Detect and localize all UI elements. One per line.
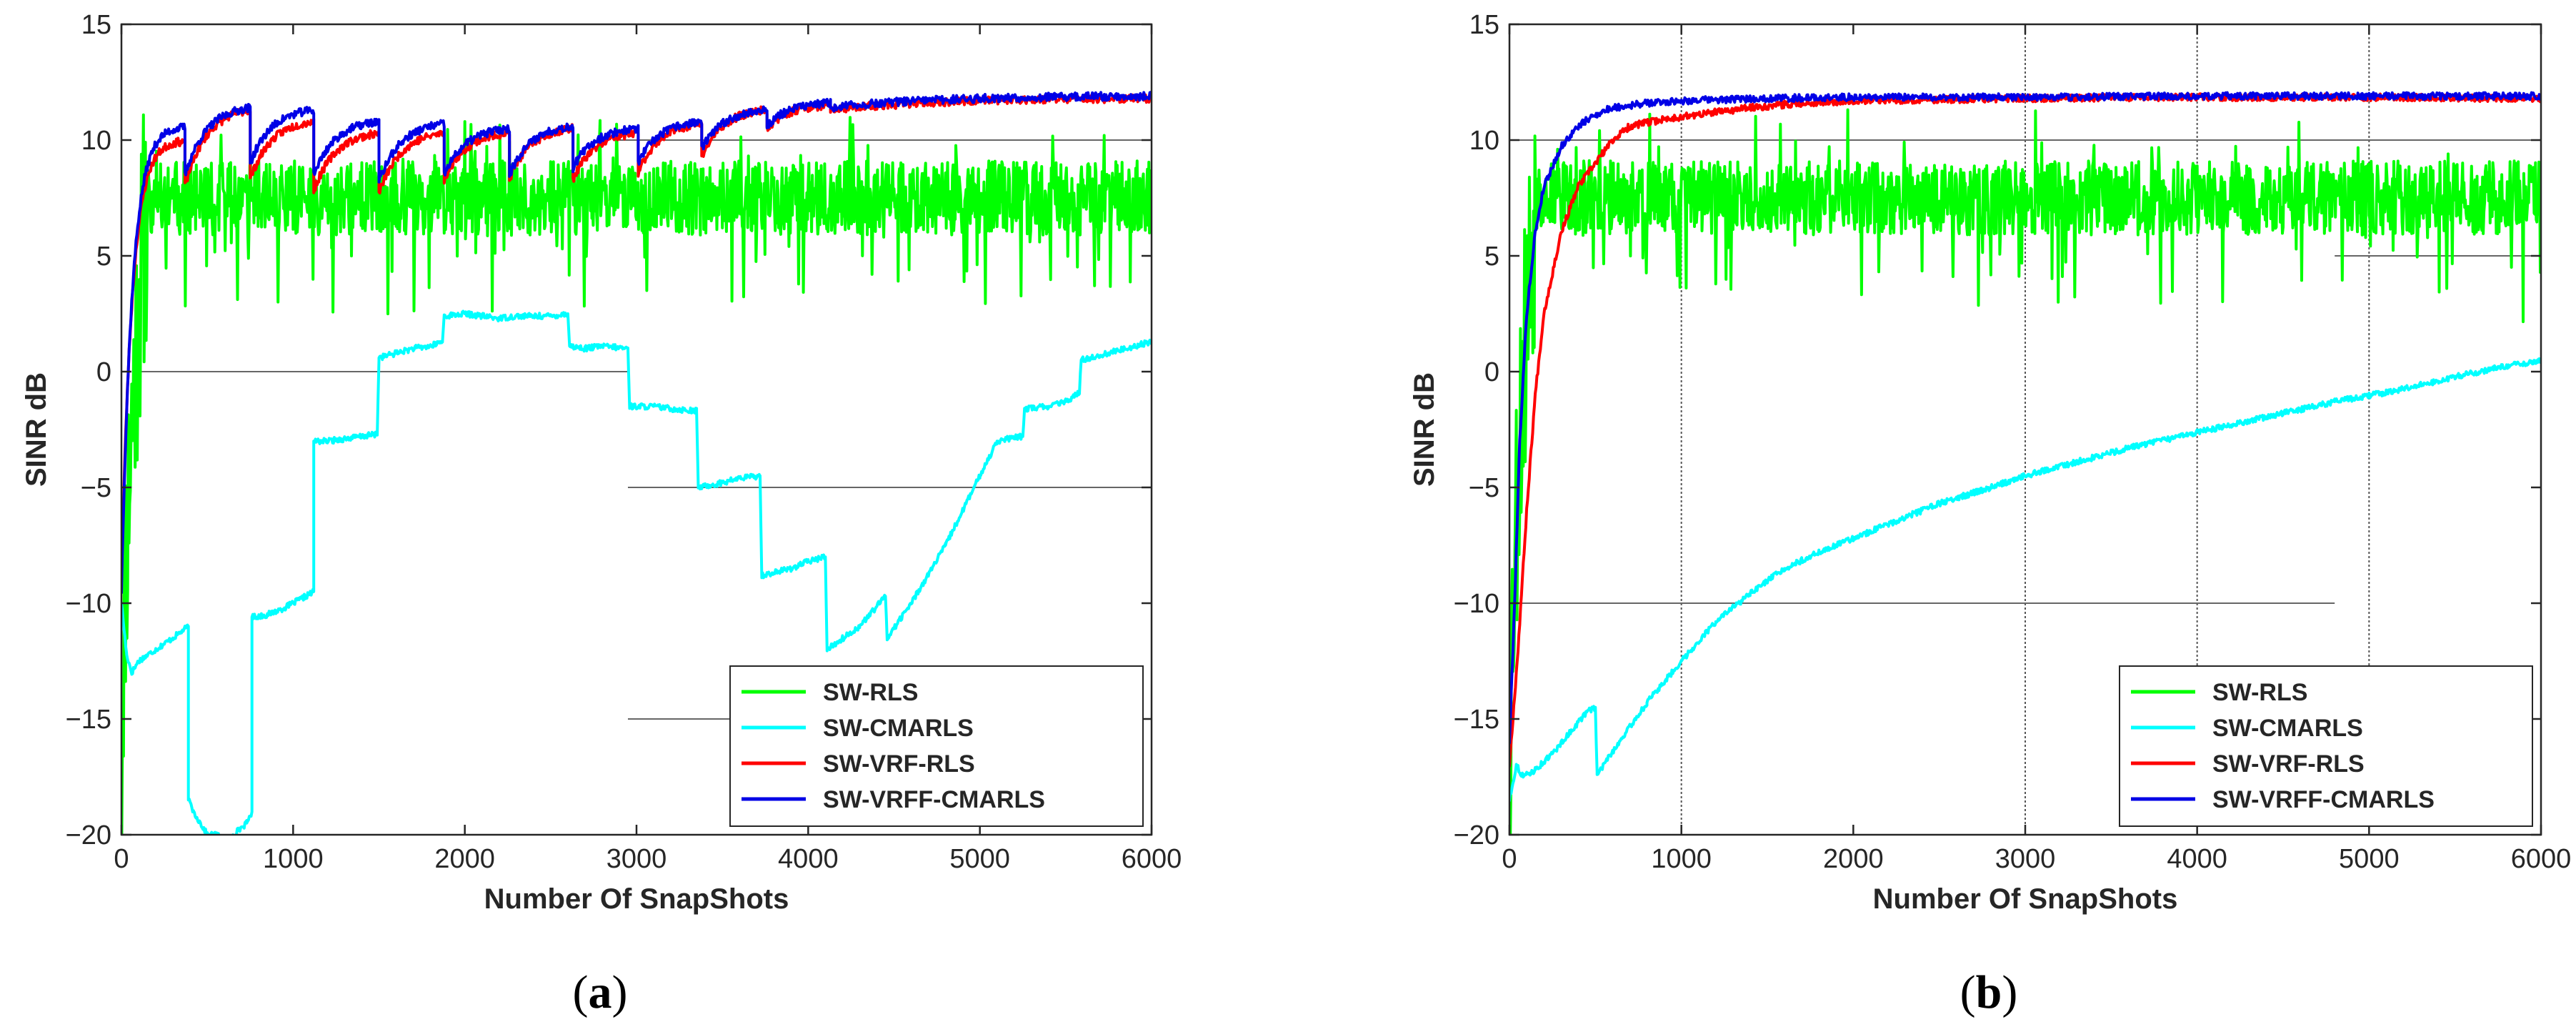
series-line-sw-cmarls	[1509, 357, 2541, 802]
y-tick-label: 5	[96, 242, 111, 272]
x-tick-label: 6000	[1122, 844, 1182, 874]
legend-label: SW-VRF-RLS	[2212, 750, 2365, 778]
panel-label-letter: b	[1976, 966, 2002, 1018]
chart-panel-a: 0 1000 2000 3000 4000 5000 6000 −20 −15 −10 −5 0 5 10…	[21, 10, 1182, 1018]
legend-label: SW-RLS	[823, 679, 918, 706]
y-tick-label: 15	[81, 10, 111, 40]
series-group	[121, 91, 1152, 835]
x-tick-label: 1000	[263, 844, 324, 874]
x-tick-label: 4000	[778, 844, 839, 874]
y-tick-label: 0	[96, 357, 111, 387]
x-tick-label: 5000	[2339, 844, 2400, 874]
x-axis-title: Number Of SnapShots	[1873, 883, 2178, 915]
y-tick-label: 0	[1484, 357, 1499, 387]
x-tick-label: 0	[1502, 844, 1517, 874]
panel-label-open: (	[1960, 966, 1976, 1018]
x-axis-title: Number Of SnapShots	[484, 883, 789, 915]
y-tick-label: −10	[66, 589, 111, 619]
series-line-sw-rls	[121, 113, 1152, 835]
legend-label: SW-VRFF-CMARLS	[823, 786, 1045, 813]
legend-label: SW-VRF-RLS	[823, 750, 975, 778]
y-tick-label: −15	[66, 705, 111, 735]
y-tick-label: −20	[1454, 820, 1499, 850]
legend-label: SW-CMARLS	[823, 715, 974, 742]
x-tick-label: 3000	[606, 844, 667, 874]
x-tick-label: 0	[114, 844, 129, 874]
panel-label-close: )	[2002, 966, 2017, 1018]
legend-label: SW-CMARLS	[2212, 715, 2363, 742]
series-line-sw-cmarls	[121, 309, 1152, 835]
series-line-sw-rls	[1509, 108, 2541, 835]
y-tick-label: 10	[81, 126, 111, 156]
panel-label-close: )	[612, 966, 628, 1018]
x-tick-label: 3000	[1995, 844, 2056, 874]
legend: SW-RLS SW-CMARLS SW-VRF-RLS SW-VRFF-CMARLS	[729, 665, 1144, 827]
legend-label: SW-VRFF-CMARLS	[2212, 786, 2435, 813]
panel-label: (b)	[1960, 966, 2018, 1018]
x-tick-label: 5000	[949, 844, 1010, 874]
y-tick-label: 15	[1469, 10, 1499, 40]
x-tick-label: 2000	[1823, 844, 1884, 874]
y-tick-label: −10	[1454, 589, 1499, 619]
series-line-sw-vrff-cmarls	[1509, 91, 2541, 744]
y-tick-label: −5	[1469, 473, 1499, 503]
y-tick-label: −15	[1454, 705, 1499, 735]
panel-label-letter: a	[589, 966, 612, 1018]
y-axis-title: SINR dB	[1409, 372, 1440, 487]
series-line-sw-vrff-cmarls	[121, 91, 1152, 594]
y-tick-label: 10	[1469, 126, 1499, 156]
chart-panel-b: 0 1000 2000 3000 4000 5000 6000 −20 −15 −10 −5 0 5 10…	[1409, 10, 2571, 1018]
y-tick-label: 5	[1484, 242, 1499, 272]
panel-label: (a)	[573, 966, 628, 1018]
y-tick-label: −5	[81, 473, 111, 503]
panel-label-open: (	[573, 966, 589, 1018]
y-axis-title: SINR dB	[21, 372, 52, 487]
legend-label: SW-RLS	[2212, 679, 2307, 706]
y-tick-label: −20	[66, 820, 111, 850]
x-tick-label: 2000	[434, 844, 495, 874]
legend: SW-RLS SW-CMARLS SW-VRF-RLS SW-VRFF-CMARLS	[2119, 665, 2533, 827]
series-group	[1509, 91, 2541, 835]
x-tick-label: 6000	[2511, 844, 2572, 874]
x-tick-label: 4000	[2167, 844, 2227, 874]
x-tick-label: 1000	[1651, 844, 1712, 874]
